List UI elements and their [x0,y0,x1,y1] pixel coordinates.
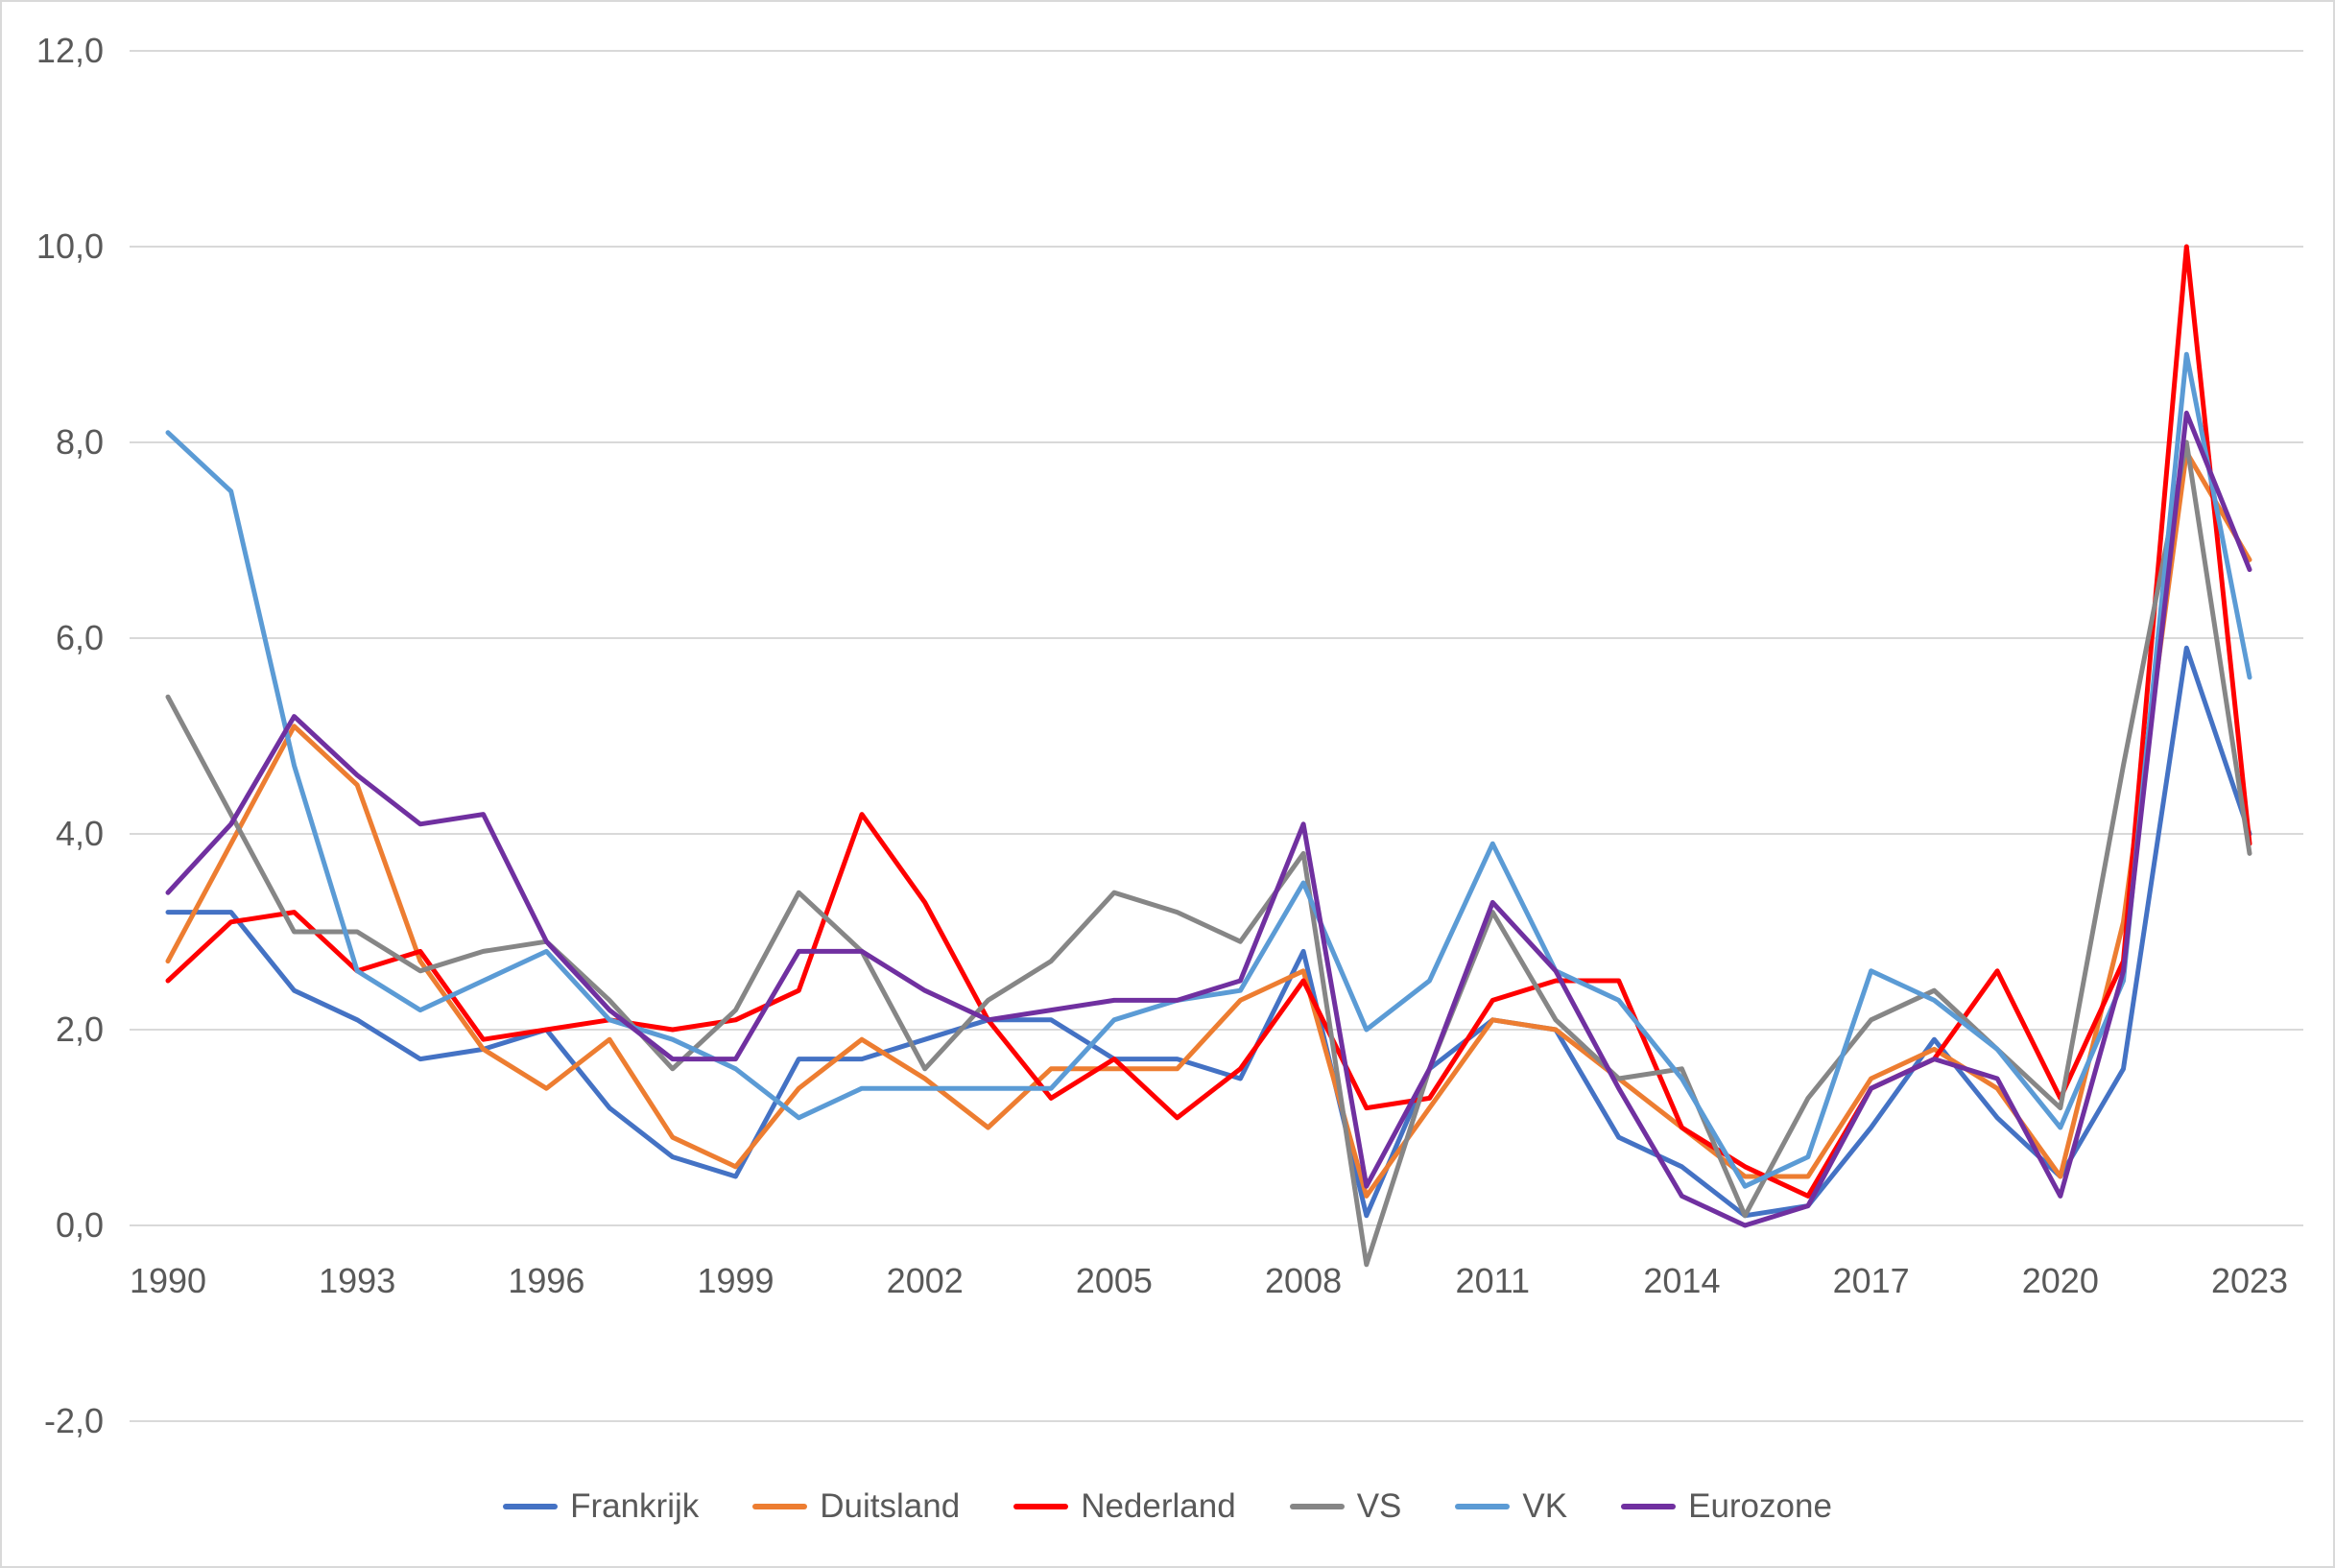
legend-swatch-duitsland [752,1504,808,1509]
legend-item-nederland: Nederland [1013,1487,1236,1526]
x-axis-tick-label: 2023 [2211,1261,2288,1300]
x-axis-tick-label: 1993 [319,1261,395,1300]
x-axis-tick-label: 2002 [887,1261,964,1300]
legend-swatch-frankrijk [503,1504,559,1509]
y-axis-tick-label: 0,0 [56,1205,104,1245]
legend-swatch-nederland [1013,1504,1069,1509]
x-axis-tick-label: 1996 [508,1261,584,1300]
y-axis-tick-label: 2,0 [56,1010,104,1049]
y-axis-tick-label: 10,0 [36,226,104,266]
legend-item-duitsland: Duitsland [752,1487,960,1526]
x-axis-tick-label: 2017 [1833,1261,1910,1300]
legend-label: Duitsland [820,1487,961,1525]
x-axis-tick-label: 2005 [1076,1261,1153,1300]
x-axis-tick-label: 2008 [1265,1261,1342,1300]
legend-label: VK [1522,1487,1568,1525]
x-axis-tick-label: 2014 [1643,1261,1720,1300]
x-axis-tick-label: 1999 [697,1261,774,1300]
legend-item-vs: VS [1289,1487,1402,1526]
y-axis-tick-label: -2,0 [44,1401,104,1440]
series-line-eurozone [165,410,2252,1228]
legend-label: Nederland [1081,1487,1236,1525]
chart-legend: Frankrijk Duitsland Nederland VS VK Eurozone [2,1487,2333,1526]
x-axis-tick-label: 2011 [1456,1261,1530,1300]
series-line-frankrijk [165,645,2252,1219]
legend-swatch-vk [1455,1504,1511,1509]
legend-label: Frankrijk [570,1487,700,1525]
legend-label: Eurozone [1688,1487,1832,1525]
series-line-vs [165,440,2252,1268]
y-axis-tick-label: 4,0 [56,814,104,853]
legend-label: VS [1356,1487,1402,1525]
legend-swatch-eurozone [1621,1504,1677,1509]
legend-swatch-vs [1289,1504,1345,1509]
y-axis-tick-label: 12,0 [36,31,104,70]
series-line-duitsland [165,449,2252,1199]
legend-item-frankrijk: Frankrijk [503,1487,699,1526]
y-axis-tick-label: 6,0 [56,618,104,657]
legend-item-eurozone: Eurozone [1621,1487,1832,1526]
y-axis-tick-label: 8,0 [56,422,104,462]
legend-item-vk: VK [1455,1487,1567,1526]
series-line-vk [165,351,2252,1189]
series-line-nederland [165,244,2252,1199]
x-axis-tick-label: 2020 [2022,1261,2099,1300]
x-axis-tick-label: 1990 [130,1261,206,1300]
